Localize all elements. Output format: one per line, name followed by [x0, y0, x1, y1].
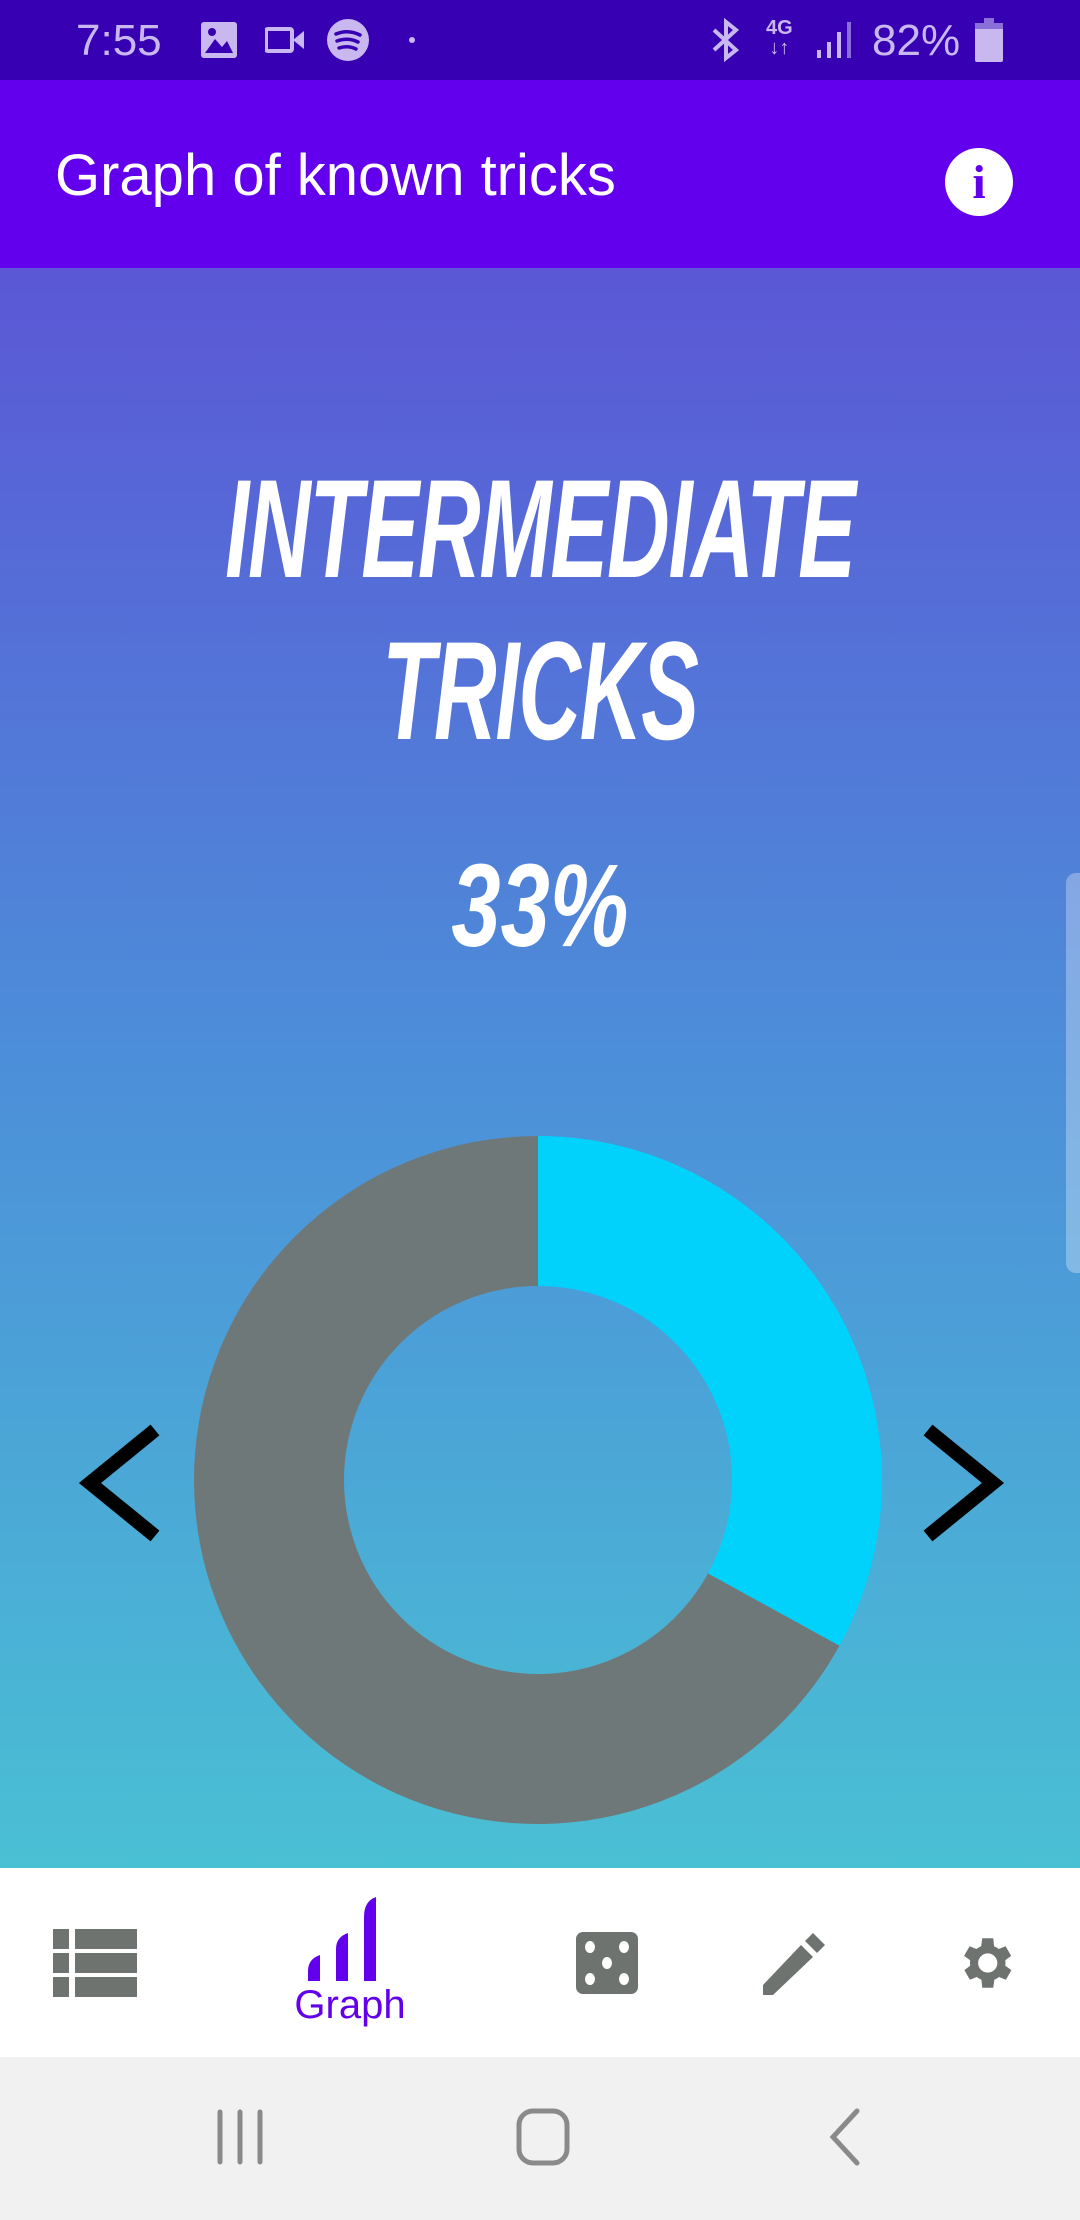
- percent-label: 33%: [451, 840, 629, 972]
- signal-icon: [815, 18, 855, 62]
- previous-arrow-icon[interactable]: [70, 1418, 180, 1548]
- home-icon[interactable]: [515, 2107, 571, 2167]
- app-bar: Graph of known tricks: [0, 80, 1080, 268]
- back-icon[interactable]: [825, 2107, 865, 2167]
- nav-item-list[interactable]: [15, 1868, 175, 2057]
- system-navigation-bar: [0, 2057, 1080, 2220]
- nav-label-graph: Graph: [294, 1983, 406, 2027]
- bluetooth-icon: [708, 18, 744, 62]
- scroll-handle[interactable]: [1066, 873, 1080, 1273]
- graph-panel[interactable]: Intermediate tricks 33%: [0, 268, 1080, 1868]
- dot-icon: [408, 18, 416, 62]
- video-icon: [265, 18, 305, 62]
- list-icon: [53, 1928, 137, 1997]
- info-icon[interactable]: i: [945, 148, 1013, 216]
- battery-icon: [975, 18, 1003, 62]
- gallery-icon: [200, 18, 238, 62]
- category-title: Intermediate tricks: [225, 450, 856, 769]
- donut-chart: [194, 1136, 883, 1825]
- network-type: 4G: [766, 17, 793, 39]
- page-title: Graph of known tricks: [55, 143, 616, 208]
- 4g-icon: 4G ↓↑: [766, 17, 793, 59]
- pencil-icon: [763, 1932, 825, 1995]
- nav-item-settings[interactable]: [905, 1868, 1065, 2057]
- dice-icon: [576, 1931, 638, 1994]
- status-bar: 7:55 4G ↓↑ 82%: [0, 0, 1080, 80]
- donut-slice-remaining: [194, 1136, 840, 1825]
- donut-slice-known: [538, 1136, 883, 1646]
- nav-item-edit[interactable]: [715, 1868, 875, 2057]
- graph-icon: [308, 1897, 376, 1981]
- bottom-navigation: Graph: [0, 1868, 1080, 2057]
- recent-apps-icon[interactable]: [215, 2109, 265, 2165]
- spotify-icon: [326, 18, 370, 62]
- next-arrow-icon[interactable]: [903, 1418, 1013, 1548]
- battery-percent: 82%: [872, 16, 961, 65]
- nav-item-graph[interactable]: Graph: [270, 1868, 430, 2057]
- status-time: 7:55: [76, 16, 162, 65]
- gear-icon: [964, 1937, 1012, 1988]
- nav-item-random[interactable]: [527, 1868, 687, 2057]
